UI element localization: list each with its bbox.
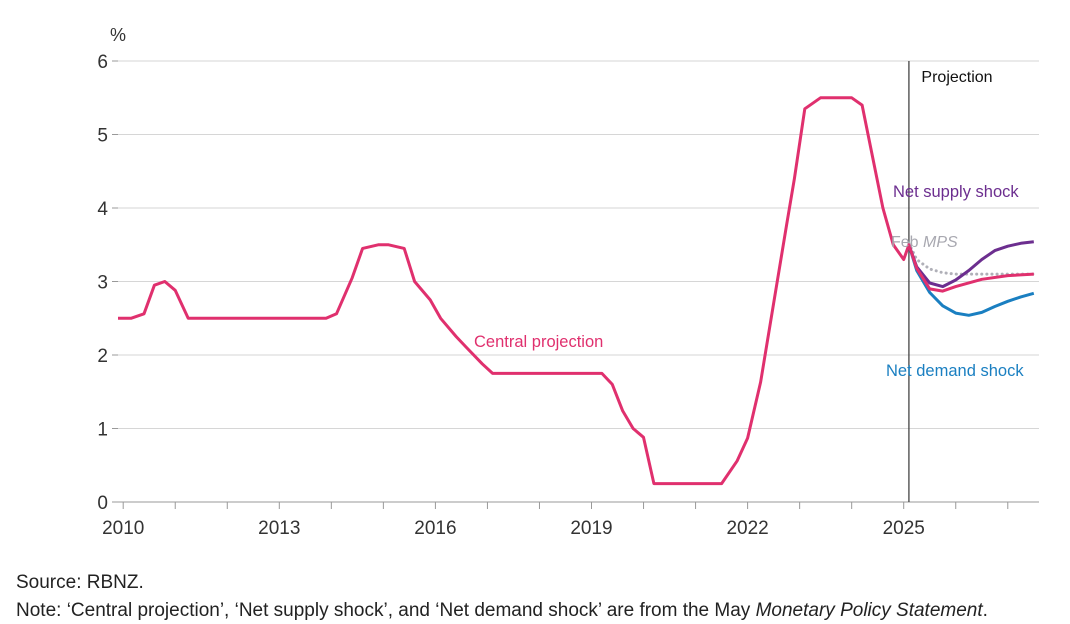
- x-tick-label-2019: 2019: [570, 518, 612, 539]
- note-italic: Monetary Policy Statement: [755, 600, 983, 621]
- projection-label: Projection: [921, 69, 992, 86]
- annotation-net-supply-shock: Net supply shock: [893, 183, 1019, 201]
- series-line-net-supply-shock: [907, 240, 1034, 289]
- annotation-feb-mps: Feb MPS: [891, 234, 958, 251]
- series-line-feb-mps: [907, 241, 1036, 276]
- series-line-central-projection: [118, 96, 1034, 486]
- x-tick-label-2025: 2025: [883, 518, 925, 539]
- x-tick-label-2013: 2013: [258, 518, 300, 539]
- annotation-central-projection: Central projection: [474, 333, 603, 351]
- y-tick-label-0: 0: [97, 493, 108, 514]
- y-tick-label-6: 6: [97, 52, 108, 73]
- y-tick-label-2: 2: [97, 346, 108, 367]
- x-tick-label-2016: 2016: [414, 518, 456, 539]
- chart: 0 1 2 3 4 5 6% 2010 2013 2016 2019 2022 2025 Projecti…: [97, 25, 1039, 539]
- annotation-net-demand-shock: Net demand shock: [886, 362, 1024, 380]
- annotation-feb-mps-plain: Feb: [891, 234, 923, 251]
- y-tick-label-4: 4: [97, 199, 108, 220]
- source-text: Source: RBNZ.: [16, 572, 144, 593]
- x-tick-label-2022: 2022: [726, 518, 768, 539]
- y-tick-label-3: 3: [97, 273, 108, 294]
- note-prefix: Note: ‘Central projection’, ‘Net supply …: [16, 600, 756, 621]
- y-unit-label: %: [110, 25, 126, 45]
- y-tick-label-1: 1: [97, 420, 108, 441]
- chart-svg: 0 1 2 3 4 5 6% 2010 2013 2016 2019 2022 2025 Projecti…: [97, 25, 1039, 539]
- note-text: Note: ‘Central projection’, ‘Net supply …: [16, 599, 988, 623]
- note-suffix: .: [982, 600, 988, 621]
- x-tick-label-2010: 2010: [102, 518, 144, 539]
- annotation-feb-mps-italic: MPS: [923, 234, 958, 251]
- series-line-net-demand-shock: [907, 244, 1035, 317]
- y-tick-label-5: 5: [97, 126, 108, 147]
